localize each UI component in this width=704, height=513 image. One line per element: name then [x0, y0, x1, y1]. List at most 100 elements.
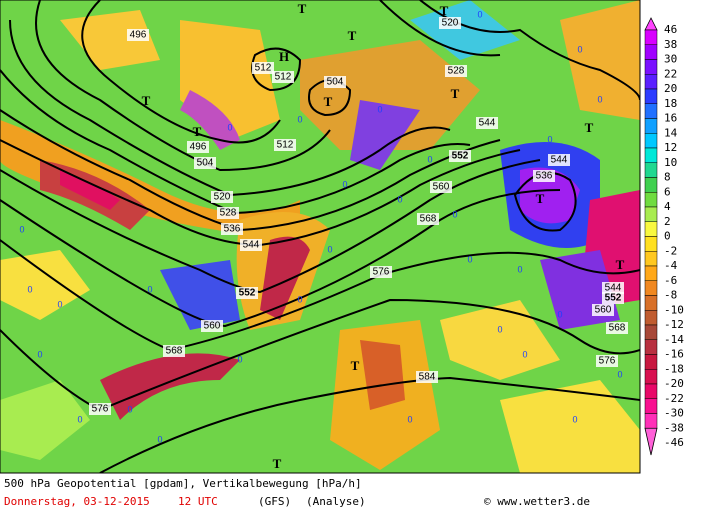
- pressure-label: T: [324, 94, 333, 109]
- zero-label: 0: [477, 9, 482, 19]
- colorbar-label: -22: [664, 392, 684, 405]
- colorbar-swatch: [644, 206, 658, 222]
- contour-label: 552: [452, 151, 469, 162]
- colorbar-swatch: [644, 74, 658, 90]
- colorbar-label: -18: [664, 362, 684, 375]
- colorbar-swatch: [644, 177, 658, 193]
- colorbar-label: -14: [664, 333, 684, 346]
- colorbar-swatch: [644, 251, 658, 267]
- colorbar-label: -10: [664, 303, 684, 316]
- contour-label-bg: [187, 141, 209, 153]
- pressure-label: T: [616, 257, 625, 272]
- zero-label: 0: [497, 324, 502, 334]
- zero-label: 0: [157, 434, 162, 444]
- contour-label-bg: [476, 117, 498, 129]
- contour-label-bg: [602, 282, 624, 294]
- pressure-label: T: [585, 120, 594, 135]
- colorbar-label: 18: [664, 97, 677, 110]
- colorbar-label: 38: [664, 38, 677, 51]
- contour-label-bg: [430, 181, 452, 193]
- contour-label: 496: [190, 142, 207, 153]
- footer-title: 500 hPa Geopotential [gpdam], Vertikalbe…: [4, 477, 362, 490]
- contour-label: 544: [551, 155, 568, 166]
- zero-label: 0: [467, 254, 472, 264]
- colorbar-swatch: [644, 162, 658, 178]
- pressure-label: T: [440, 3, 449, 18]
- colorbar-label: -16: [664, 348, 684, 361]
- contour-label: 552: [605, 293, 622, 304]
- map-frame: [0, 0, 641, 474]
- contour-label: 512: [275, 72, 292, 83]
- colorbar-label: 46: [664, 23, 677, 36]
- contour-label: 504: [327, 77, 344, 88]
- zero-label: 0: [37, 349, 42, 359]
- contour-label-bg: [274, 139, 296, 151]
- pressure-label: T: [142, 93, 151, 108]
- zero-label: 0: [547, 134, 552, 144]
- colorbar-label: -20: [664, 377, 684, 390]
- zero-label: 0: [297, 294, 302, 304]
- colorbar-label: 12: [664, 141, 677, 154]
- contour-label: 536: [224, 224, 241, 235]
- colorbar-label: -30: [664, 407, 684, 420]
- zero-label: 0: [342, 179, 347, 189]
- colorbar-label: -4: [664, 259, 678, 272]
- colorbar-label: 2: [664, 215, 671, 228]
- colorbar-label: 20: [664, 82, 677, 95]
- contour-label-bg: [439, 17, 461, 29]
- zero-label: 0: [577, 44, 582, 54]
- footer-model: (GFS): [258, 495, 291, 508]
- contour-label-bg: [592, 304, 614, 316]
- contour-label: 584: [419, 372, 436, 383]
- colorbar-swatch: [644, 265, 658, 281]
- colorbar-label: 8: [664, 171, 671, 184]
- colorbar-swatch: [644, 354, 658, 370]
- zero-label: 0: [237, 354, 242, 364]
- contour-label: 520: [442, 18, 459, 29]
- contour-label: 512: [255, 63, 272, 74]
- pressure-label: T: [351, 358, 360, 373]
- colorbar-swatch: [644, 147, 658, 163]
- contour-label-bg: [89, 403, 111, 415]
- colorbar: 4638302220181614121086420-2-4-6-8-10-12-…: [644, 17, 684, 456]
- contour-label: 528: [220, 208, 237, 219]
- contour-label: 568: [420, 214, 437, 225]
- zero-label: 0: [57, 299, 62, 309]
- contour-label-bg: [240, 239, 262, 251]
- colorbar-swatch: [644, 133, 658, 149]
- colorbar-swatch: [644, 221, 658, 237]
- contour-label-bg: [217, 207, 239, 219]
- contour-label: 512: [277, 140, 294, 151]
- zero-label: 0: [452, 209, 457, 219]
- colorbar-label: 30: [664, 53, 677, 66]
- contour-label-bg: [370, 266, 392, 278]
- colorbar-swatch: [644, 280, 658, 296]
- contour-label: 576: [599, 356, 616, 367]
- zero-label: 0: [522, 349, 527, 359]
- contour-label-bg: [211, 191, 233, 203]
- zero-label: 0: [227, 122, 232, 132]
- contour-label-bg: [201, 320, 223, 332]
- contour-label: 496: [130, 30, 147, 41]
- colorbar-label: -12: [664, 318, 684, 331]
- colorbar-arrow: [644, 17, 658, 31]
- pressure-label: H: [279, 49, 289, 64]
- pressure-label: T: [536, 191, 545, 206]
- colorbar-swatch: [644, 103, 658, 119]
- contour-label-bg: [417, 213, 439, 225]
- colorbar-swatch: [644, 310, 658, 326]
- colorbar-swatch: [644, 398, 658, 414]
- contour-label-bg: [324, 76, 346, 88]
- zero-label: 0: [397, 194, 402, 204]
- contour-label-bg: [272, 71, 294, 83]
- colorbar-swatch: [644, 44, 658, 60]
- colorbar-label: -6: [664, 274, 677, 287]
- contour-label-bg: [533, 170, 555, 182]
- contour-label-bg: [416, 371, 438, 383]
- colorbar-swatch: [644, 236, 658, 252]
- map-labels: 4964965045125125125045205285365445525605…: [19, 1, 628, 471]
- colorbar-label: 4: [664, 200, 671, 213]
- contour-label-bg: [163, 345, 185, 357]
- footer-time: 12 UTC: [178, 495, 218, 508]
